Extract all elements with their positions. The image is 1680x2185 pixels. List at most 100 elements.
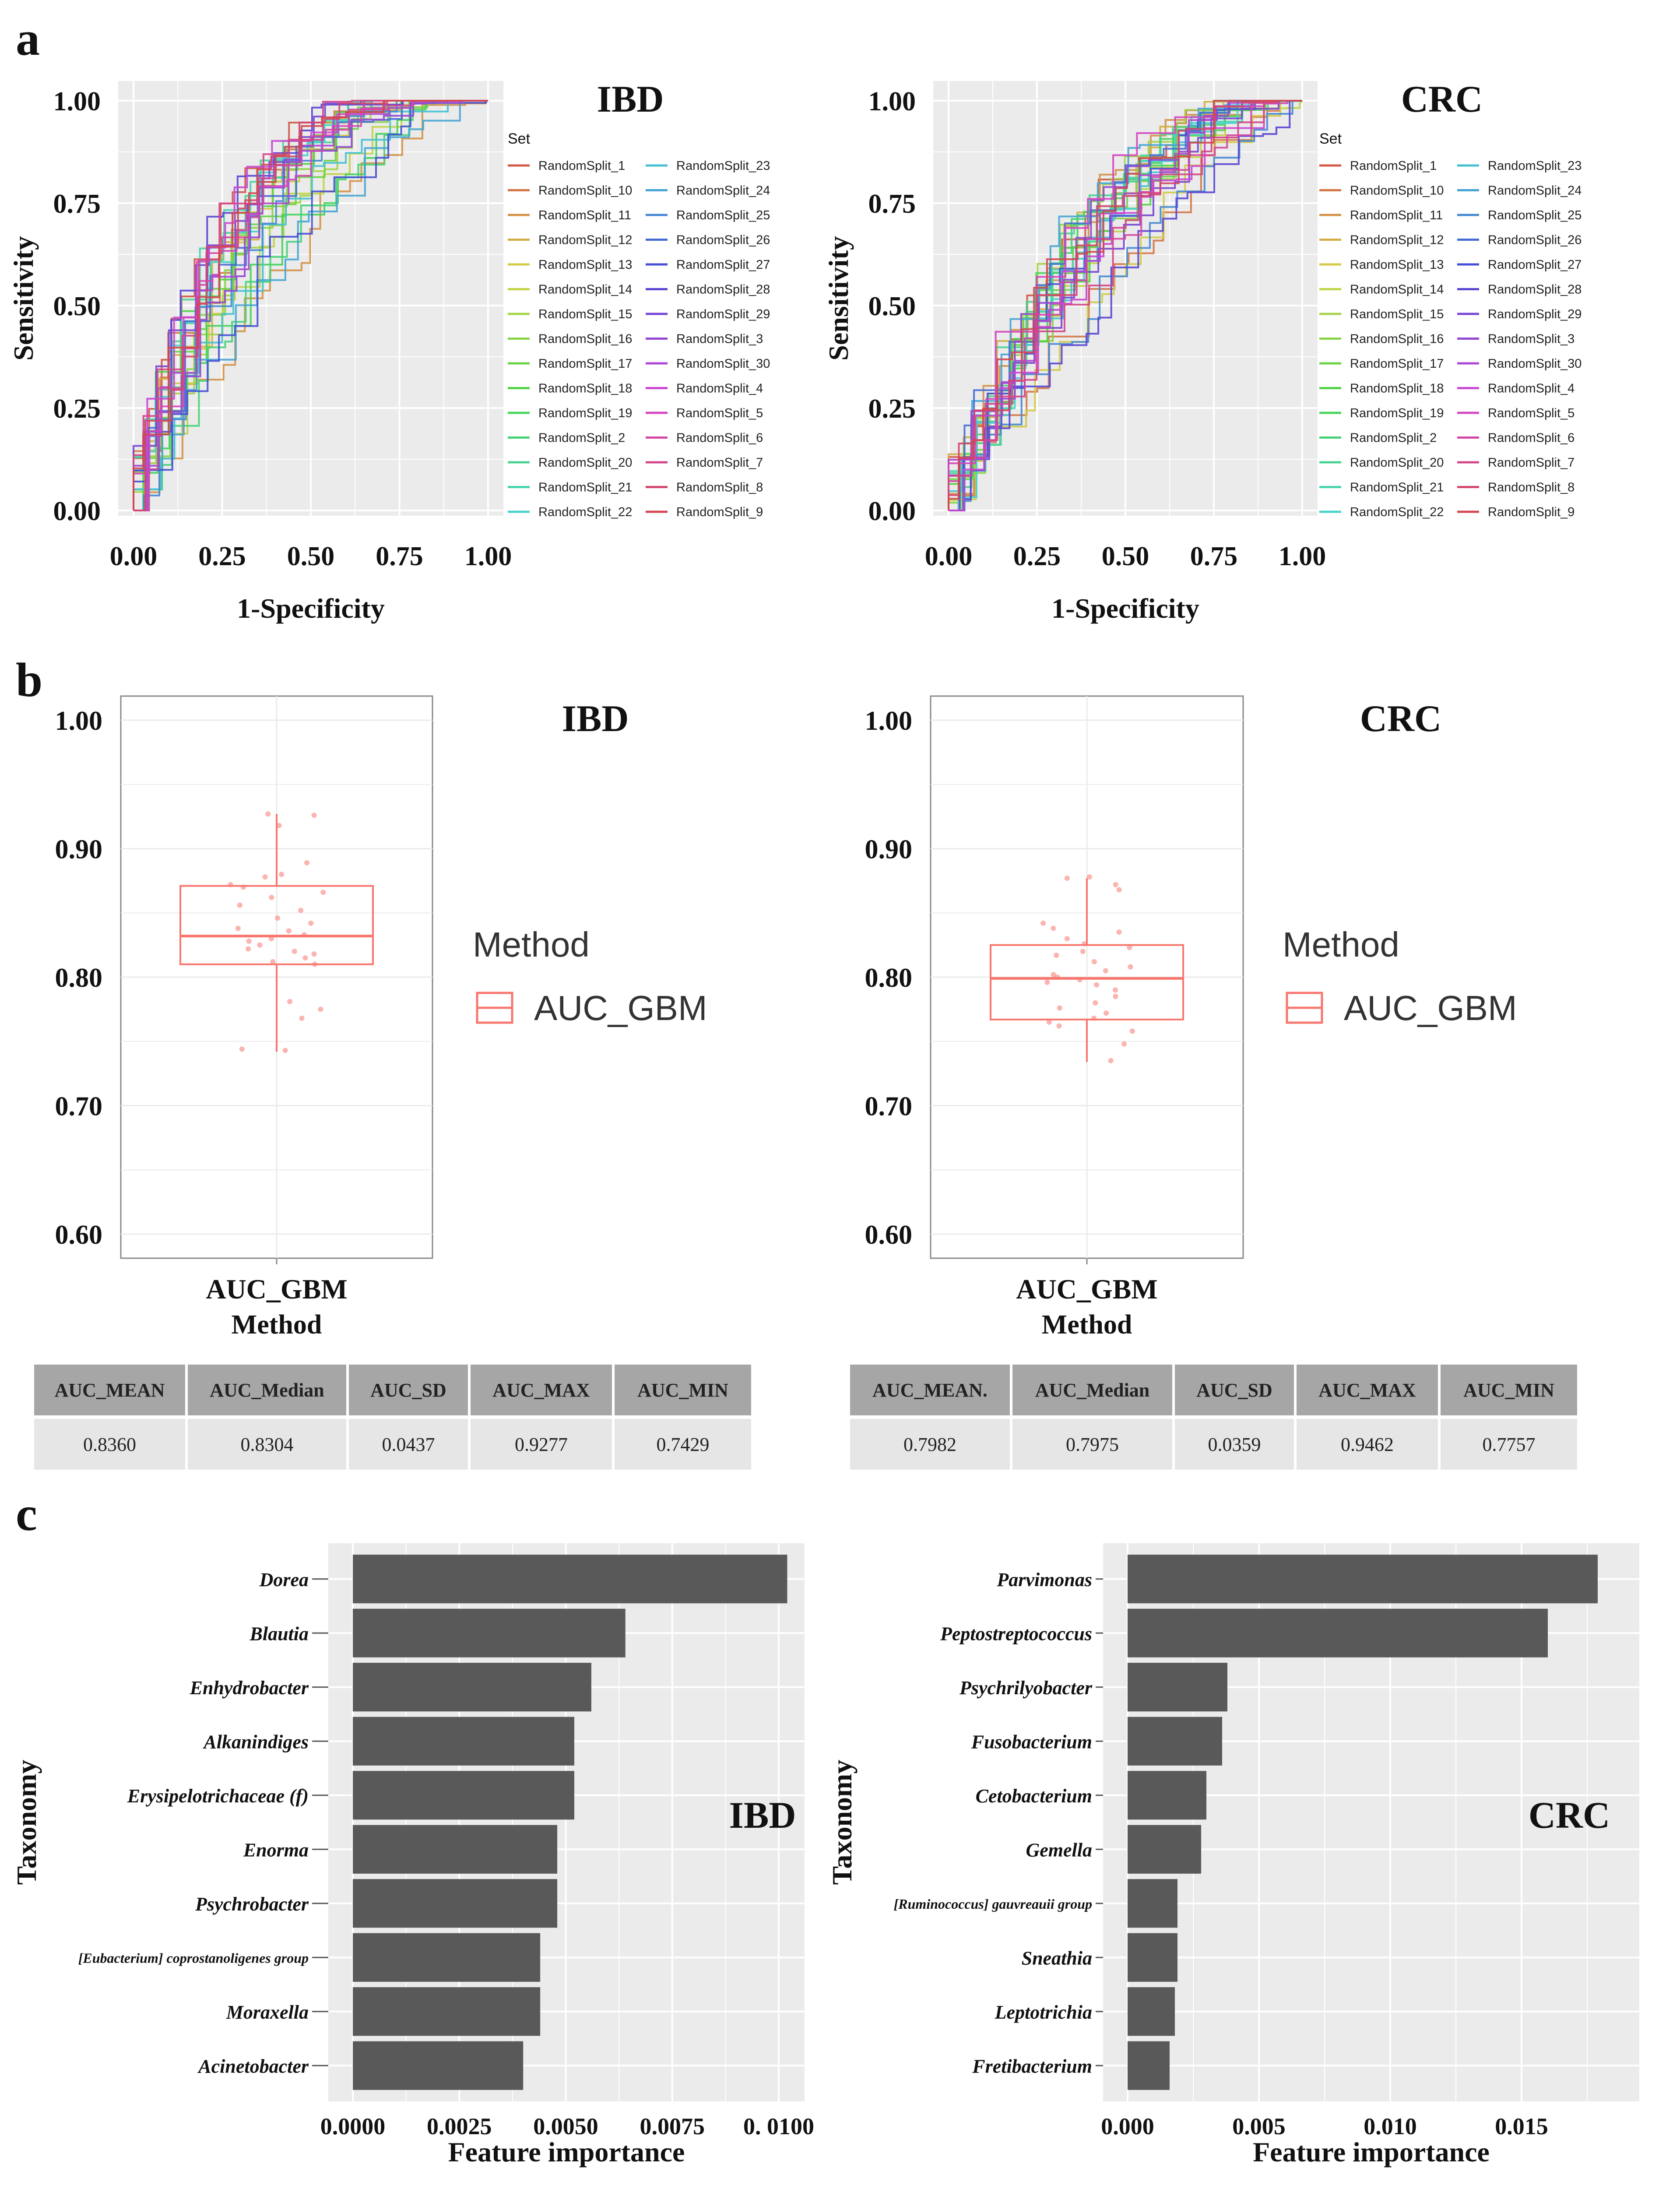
legend-label: RandomSplit_27 <box>676 258 770 272</box>
category-label: Peptostreptococcus <box>940 1623 1092 1644</box>
legend-label: RandomSplit_19 <box>538 406 632 420</box>
legend-label: RandomSplit_3 <box>676 332 763 346</box>
legend-label: RandomSplit_26 <box>676 233 770 247</box>
x-axis-label: Method <box>232 1310 322 1340</box>
jitter-point <box>228 882 233 887</box>
bar <box>1128 1771 1206 1820</box>
y-tick-label: 0.70 <box>55 1092 103 1122</box>
jitter-point <box>265 811 271 817</box>
jitter-point <box>1121 1041 1127 1047</box>
y-tick-label: 0.80 <box>55 963 103 993</box>
jitter-point <box>287 999 292 1004</box>
jitter-point <box>1104 1010 1109 1016</box>
legend-label: RandomSplit_15 <box>538 307 632 321</box>
legend-label: RandomSplit_14 <box>1350 283 1444 297</box>
jitter-point <box>275 915 281 921</box>
legend-label: RandomSplit_18 <box>538 382 632 396</box>
x-tick-label: 0.010 <box>1364 2113 1417 2139</box>
jitter-point <box>276 823 282 828</box>
category-label: Erysipelotrichaceae (f) <box>127 1785 309 1807</box>
x-axis-label: 1-Specificity <box>1051 593 1199 624</box>
chart-title: CRC <box>1401 78 1483 120</box>
auc-table-ibd-header: AUC_MEAN AUC_Median AUC_SD AUC_MAX AUC_M… <box>34 1365 751 1415</box>
y-tick-label: 0.80 <box>865 963 913 993</box>
legend-label: RandomSplit_9 <box>676 505 763 519</box>
legend-label: RandomSplit_29 <box>676 307 770 321</box>
roc-curve-12 <box>133 100 488 510</box>
legend-label: RandomSplit_19 <box>1350 406 1444 420</box>
jitter-point <box>304 860 310 866</box>
category-label: Acinetobacter <box>197 2055 309 2077</box>
legend-title: Set <box>508 130 531 147</box>
category-label: Cetobacterium <box>976 1785 1092 1807</box>
jitter-point <box>1054 975 1060 980</box>
roc-curve-30 <box>948 100 1302 510</box>
jitter-point <box>1091 1015 1097 1021</box>
y-tick-label: 0.75 <box>53 189 101 219</box>
legend-label: RandomSplit_5 <box>676 406 763 420</box>
jitter-point <box>282 1048 288 1053</box>
bar <box>353 1663 591 1712</box>
category-label: Blautia <box>250 1623 309 1644</box>
x-tick-label: 0.50 <box>287 542 335 571</box>
legend-label: RandomSplit_23 <box>1488 159 1582 173</box>
legend-title: Method <box>473 925 590 964</box>
roc-curve-23 <box>948 100 1302 510</box>
jitter-point <box>1113 994 1118 999</box>
jitter-point <box>299 1015 305 1021</box>
chart-title: IBD <box>597 78 664 120</box>
legend-label: RandomSplit_30 <box>1488 357 1582 371</box>
table-cell: 0.0359 <box>1175 1415 1294 1470</box>
jitter-point <box>1044 979 1050 985</box>
x-tick-label: 0.25 <box>198 542 246 571</box>
panel-label-b: b <box>16 653 42 707</box>
legend-label: RandomSplit_8 <box>1488 481 1575 495</box>
roc-curve-27 <box>134 100 488 511</box>
bar <box>353 1717 574 1766</box>
auc-table-crc-header: AUC_MEAN. AUC_Median AUC_SD AUC_MAX AUC_… <box>850 1365 1577 1415</box>
legend-label: RandomSplit_29 <box>1488 307 1582 321</box>
jitter-point <box>1108 1058 1114 1063</box>
legend-label: RandomSplit_1 <box>538 159 625 173</box>
jitter-point <box>237 902 243 908</box>
roc-curve-28 <box>948 100 1302 510</box>
legend-label: RandomSplit_4 <box>676 382 763 396</box>
x-tick-label: 0.0050 <box>533 2113 598 2139</box>
jitter-point <box>257 942 263 948</box>
jitter-point <box>1054 953 1059 958</box>
legend-label: RandomSplit_26 <box>1488 233 1582 247</box>
legend-title: Method <box>1283 925 1399 964</box>
bar <box>1128 1608 1548 1657</box>
legend-label: RandomSplit_12 <box>1350 233 1444 247</box>
y-axis-label: Sensitivity <box>823 236 854 360</box>
table-header-cell: AUC_MEAN. <box>850 1365 1010 1415</box>
y-tick-label: 0.70 <box>865 1092 913 1122</box>
legend-label: AUC_GBM <box>1344 989 1517 1027</box>
legend-title: Set <box>1319 130 1342 147</box>
jitter-point <box>1094 982 1100 988</box>
jitter-point <box>292 949 297 954</box>
jitter-point <box>298 908 304 913</box>
table-header-cell: AUC_MEAN <box>34 1365 185 1415</box>
y-tick-label: 0.60 <box>865 1220 913 1250</box>
jitter-point <box>286 928 292 934</box>
y-tick-label: 0.25 <box>53 394 101 424</box>
jitter-point <box>1056 1023 1062 1029</box>
x-tick-label: AUC_GBM <box>1016 1274 1158 1305</box>
category-label: [Eubacterium] coprostanoligenes group <box>78 1950 309 1966</box>
x-tick-label: 1.00 <box>1279 542 1326 571</box>
legend-label: RandomSplit_6 <box>676 431 763 445</box>
legend-label: RandomSplit_14 <box>538 283 632 297</box>
jitter-point <box>1091 959 1097 964</box>
y-tick-label: 0.25 <box>868 394 916 424</box>
x-tick-label: AUC_GBM <box>206 1274 348 1305</box>
legend-label: RandomSplit_25 <box>1488 208 1582 222</box>
jitter-point <box>246 946 251 952</box>
x-tick-label: 0.015 <box>1495 2113 1548 2139</box>
table-header-cell: AUC_MAX <box>1297 1365 1438 1415</box>
legend-label: RandomSplit_20 <box>1350 456 1444 470</box>
jitter-point <box>320 890 326 895</box>
legend-label: RandomSplit_13 <box>538 258 632 272</box>
legend-label: RandomSplit_5 <box>1488 406 1575 420</box>
legend-label: RandomSplit_28 <box>1488 283 1582 297</box>
